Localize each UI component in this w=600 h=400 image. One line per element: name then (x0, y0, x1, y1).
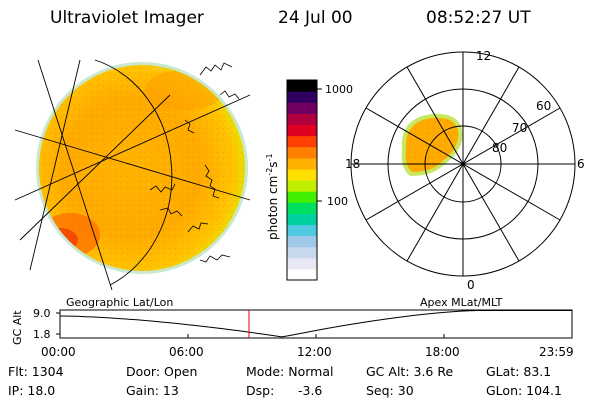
time-label: 08:52:27 UT (426, 8, 531, 28)
altitude-plot-frame (59, 309, 573, 339)
gc-altitude: GC Alt: 3.6 Re (366, 364, 454, 379)
apex-title: Apex MLat/MLT (420, 296, 503, 309)
altitude-ytick-top: 9.0 (33, 307, 51, 320)
ip-value: IP: 18.0 (8, 383, 56, 398)
colorbar-band (287, 168, 317, 181)
mlat-label-80: 80 (492, 141, 507, 155)
colorbar-band (287, 235, 317, 248)
colorbar-band (287, 180, 317, 192)
altitude-plot: 9.0 1.8 GC Alt Geographic Lat/Lon Apex M… (11, 296, 574, 359)
coastlines (149, 62, 240, 263)
sequence-number: Seq: 30 (366, 383, 414, 398)
mlt-label-6: 6 (577, 157, 585, 171)
flight-number: Flt: 1304 (8, 364, 64, 379)
colorbar-band (287, 157, 317, 170)
colorbar-band (287, 246, 317, 259)
altitude-xtick-label: 18:00 (425, 345, 460, 359)
colorbar-band (287, 80, 317, 92)
colorbar-label-100: 100 (327, 195, 348, 208)
geographic-title: Geographic Lat/Lon (66, 296, 173, 309)
colorbar-band (287, 213, 317, 226)
instrument-title: Ultraviolet Imager (50, 8, 204, 28)
colorbar-band (287, 91, 317, 103)
colorbar-gradient (287, 80, 317, 281)
colorbar-unit-label: photon cm-2s-1 (265, 153, 280, 240)
mlt-label-0: 0 (467, 278, 475, 292)
mode-value: Mode: Normal (246, 364, 334, 379)
geographic-longitude: GLon: 104.1 (486, 383, 562, 398)
colorbar-band (287, 224, 317, 237)
altitude-xtick-label: 00:00 (41, 345, 76, 359)
colorbar-label-1000: 1000 (325, 83, 353, 96)
dsp-label: Dsp: (246, 383, 275, 398)
altitude-xtick-label: 12:00 (297, 345, 332, 359)
mlt-label-18: 18 (345, 157, 360, 171)
colorbar-frame (286, 79, 318, 281)
altitude-ylabel: GC Alt (11, 310, 24, 345)
geographic-latitude: GLat: 83.1 (486, 364, 552, 379)
colorbar-band (287, 202, 317, 214)
colorbar-band (287, 146, 317, 159)
colorbar-band (287, 268, 317, 281)
mlt-label-12: 12 (476, 49, 491, 63)
colorbar-band (287, 135, 317, 148)
earth-image (14, 59, 251, 291)
altitude-xtick-label: 23:59 (539, 345, 574, 359)
altitude-ytick-bottom: 1.8 (33, 328, 51, 341)
door-status: Door: Open (126, 364, 198, 379)
colorbar-band (287, 124, 317, 137)
altitude-xticks: 00:00 06:00 12:00 18:00 23:59 (41, 334, 574, 359)
colorbar-band (287, 191, 317, 203)
colorbar-band (287, 113, 317, 126)
colorbar: 1000 100 photon cm-2s-1 (265, 79, 353, 281)
mlat-label-70: 70 (512, 121, 527, 135)
gain-value: Gain: 13 (126, 383, 179, 398)
altitude-xtick-label: 06:00 (169, 345, 204, 359)
mlat-label-60: 60 (536, 99, 551, 113)
polar-plot: 12 6 18 0 80 70 60 (345, 49, 585, 292)
colorbar-band (287, 257, 317, 270)
date-label: 24 Jul 00 (278, 8, 353, 28)
altitude-curve (59, 310, 572, 338)
colorbar-band (287, 102, 317, 114)
mlt-line-diag-4 (406, 66, 520, 262)
geographic-grid (14, 59, 251, 291)
dsp-value: -3.6 (298, 383, 323, 398)
